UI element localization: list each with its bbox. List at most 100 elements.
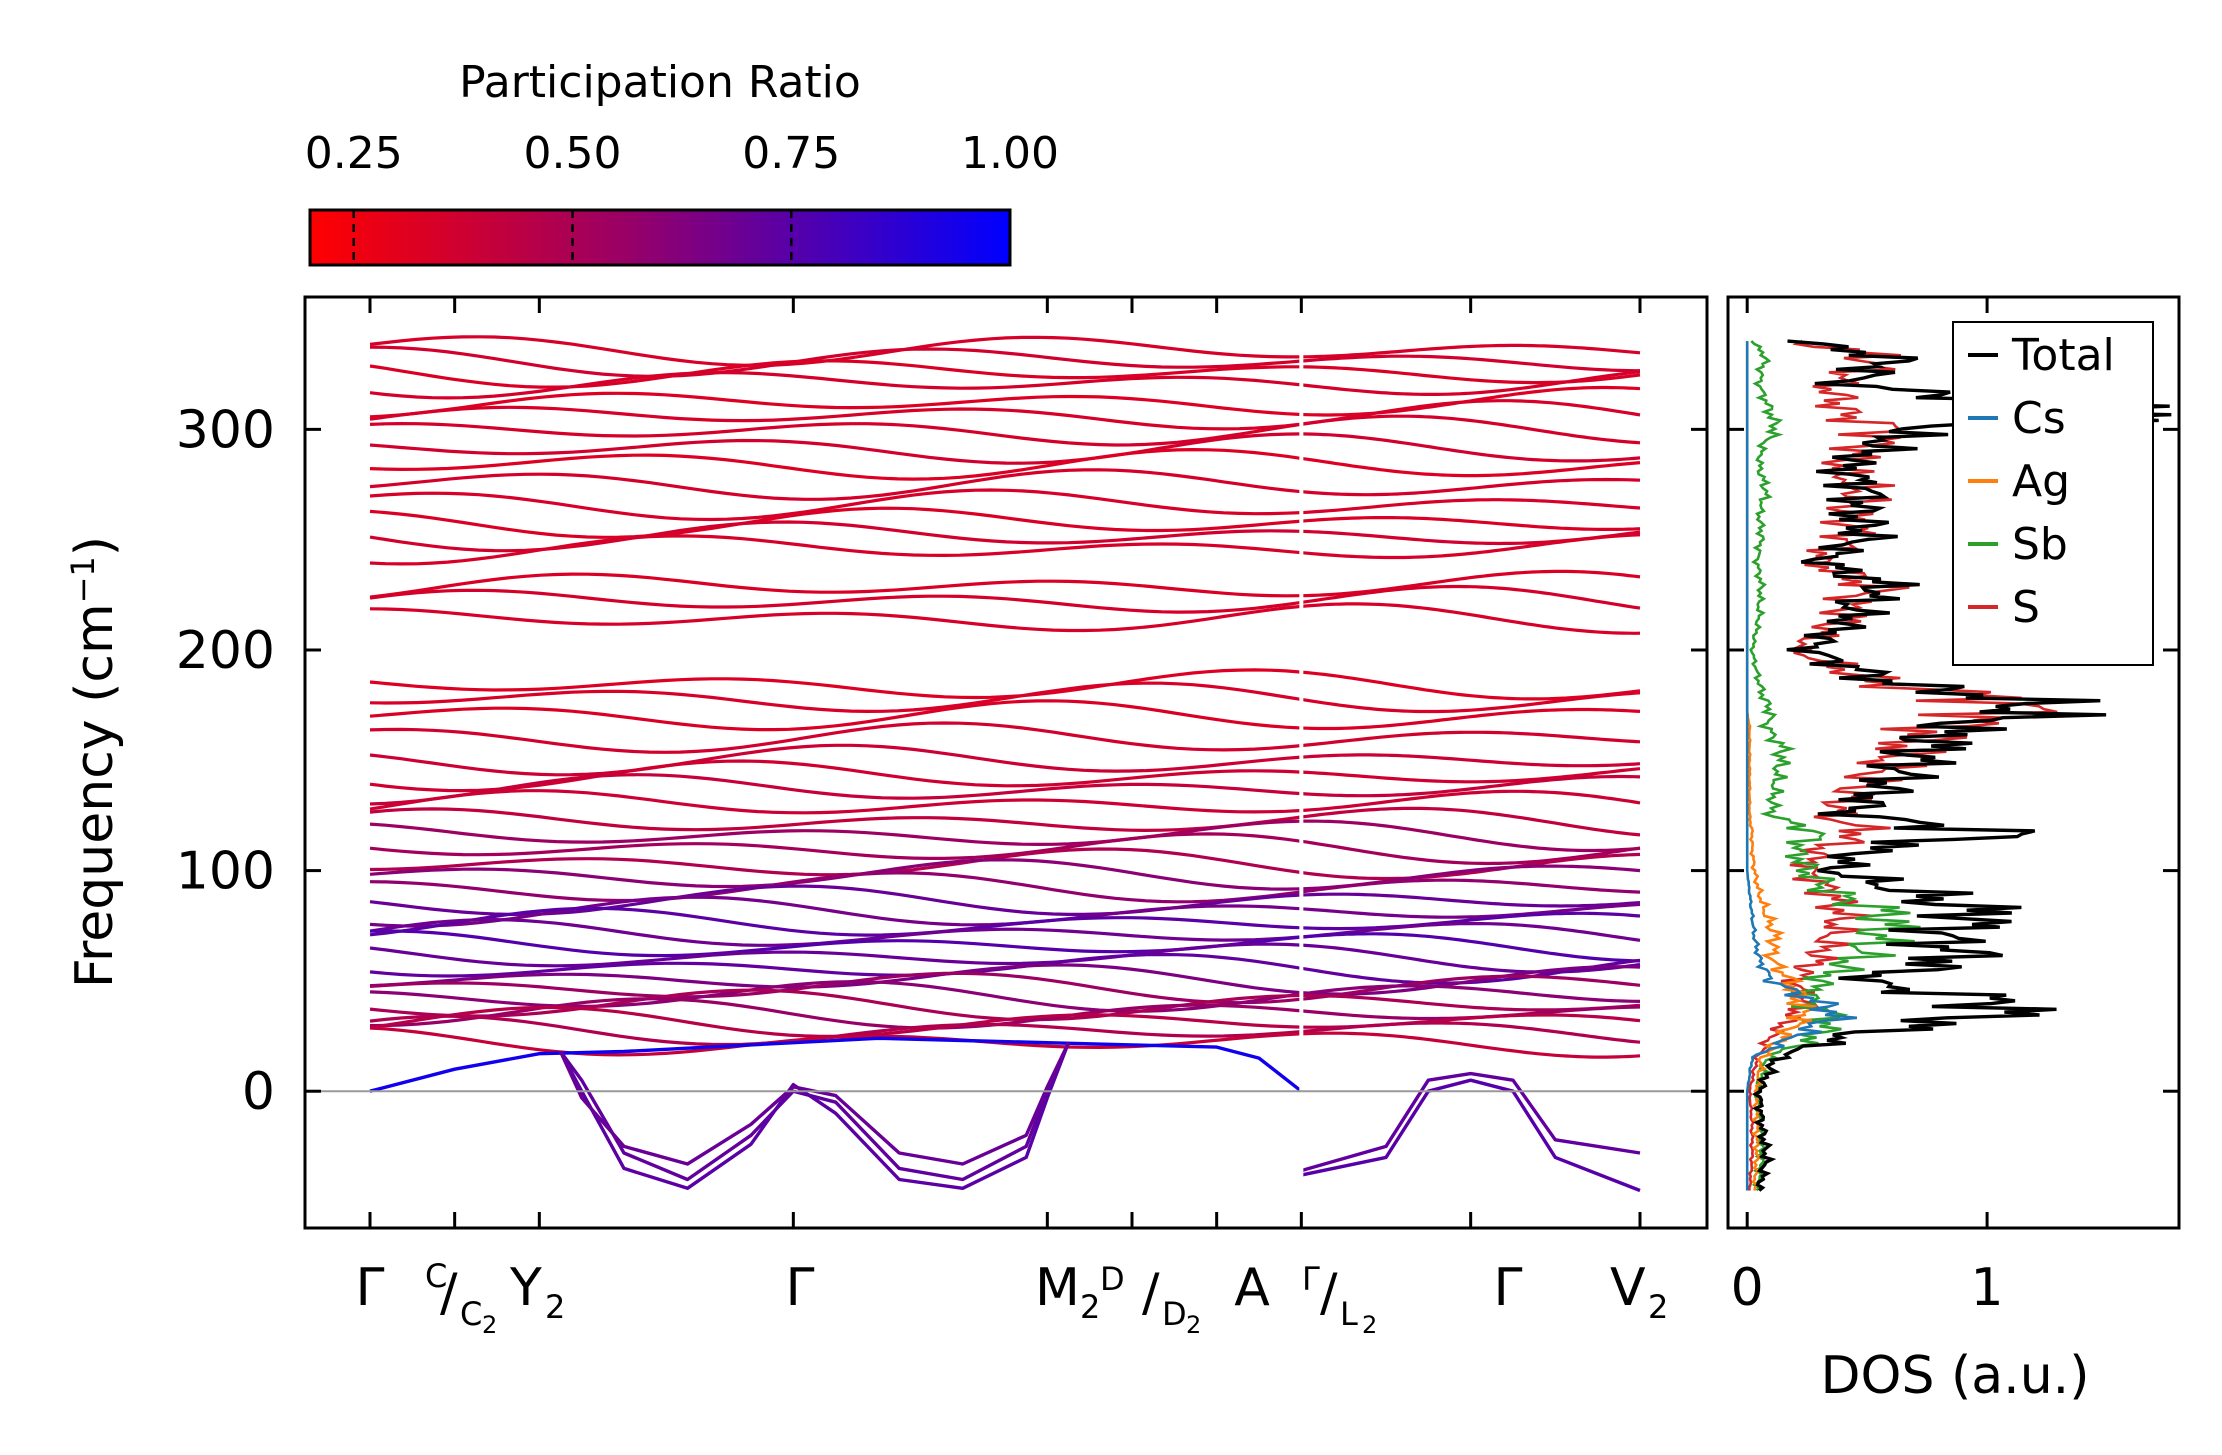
phonon-band (369, 971, 1302, 1005)
label-gamma-2: Γ (786, 1258, 815, 1318)
phonon-band (369, 668, 1302, 700)
phonon-band (1301, 789, 1641, 813)
y-title-main: Frequency (cm (65, 603, 125, 988)
phonon-band (1301, 974, 1641, 1001)
phonon-band (369, 929, 1302, 958)
phonon-band (369, 789, 1302, 815)
colorbar-tick-label: 0.25 (305, 128, 403, 179)
phonon-band (369, 604, 1302, 633)
dos-x-tick-label: 0 (1731, 1258, 1764, 1318)
phonon-band (369, 534, 1302, 566)
phonon-band (1301, 399, 1641, 426)
label-l2-base: L (1340, 1295, 1358, 1333)
phonon-band (1301, 456, 1641, 478)
phonon-band (369, 952, 1302, 978)
colorbar-ticks: 0.25 0.50 0.75 1.00 (305, 128, 1059, 265)
phonon-band (369, 447, 1302, 481)
y-tick-label: 100 (176, 842, 275, 902)
band-y-ticks: 0 100 200 300 (176, 400, 1707, 1122)
phonon-band (369, 520, 1302, 553)
colorbar-title: Participation Ratio (459, 57, 861, 108)
path-labels: Γ C / C 2 Y 2 Γ M 2 D / D 2 A Γ / L 2 Γ … (356, 1257, 1669, 1339)
phonon-band (369, 988, 1302, 1022)
label-v2-base: V (1610, 1258, 1646, 1318)
phonon-band (1301, 819, 1641, 853)
soft-mode-band (369, 1036, 1303, 1093)
phonon-band (1301, 533, 1641, 560)
soft-mode-band (559, 1042, 1071, 1190)
label-c-slash: / (440, 1263, 458, 1323)
dos-curve-s (1747, 339, 2058, 1191)
phonon-band (1301, 432, 1641, 463)
band-structure-panel: 0 100 200 300 Γ C / C 2 Y 2 Γ M 2 D / D 2 A… (64, 295, 1709, 1339)
phonon-band (1301, 370, 1641, 396)
label-y2-base: Y (509, 1258, 542, 1318)
phonon-band (1301, 806, 1641, 837)
phonon-band (1301, 892, 1641, 908)
legend-label: Total (2011, 330, 2115, 381)
phonon-band (369, 432, 1302, 465)
phonon-band (1301, 902, 1641, 919)
phonon-band (369, 699, 1302, 732)
phonon-band (1301, 602, 1641, 635)
colorbar-tick-label: 0.50 (524, 128, 622, 179)
phonon-band (1301, 691, 1641, 714)
phonon-band (1301, 943, 1641, 974)
soft-mode-band (1300, 1078, 1641, 1193)
label-v2-sub: 2 (1648, 1288, 1668, 1326)
label-gamma-3: Γ (1494, 1258, 1523, 1318)
colorbar-tick-label: 1.00 (961, 128, 1059, 179)
phonon-band (1301, 569, 1641, 598)
label-c2-base: C (460, 1295, 482, 1333)
label-d-slash: / (1142, 1263, 1160, 1323)
colorbar: Participation Ratio 0.25 0.50 0.75 1.00 (305, 57, 1059, 267)
label-c2-sub: 2 (482, 1311, 497, 1339)
dos-legend: Total Cs Ag Sb S (1952, 321, 2154, 666)
phonon-band (1301, 414, 1641, 445)
dos-lines (1745, 339, 2172, 1192)
soft-mode-band (1300, 1071, 1641, 1173)
phonon-band (369, 997, 1302, 1030)
phonon-band (369, 345, 1302, 378)
label-m2-sub: 2 (1080, 1288, 1100, 1326)
phonon-band (369, 906, 1302, 937)
label-y2-sub: 2 (545, 1288, 565, 1326)
y-title-close: ) (65, 536, 125, 556)
phonon-band (1301, 670, 1641, 701)
phonon-band (1301, 584, 1641, 610)
dos-curve-sb (1749, 340, 1921, 1192)
label-gamma-1: Γ (356, 1258, 385, 1318)
phonon-band (1301, 878, 1641, 894)
soft-mode-band (559, 1042, 1071, 1182)
phonon-band (369, 721, 1302, 754)
phonon-band (369, 572, 1302, 599)
dos-x-axis-title: DOS (a.u.) (1821, 1346, 2090, 1406)
phonon-band (369, 421, 1302, 447)
label-a: A (1234, 1258, 1270, 1318)
legend-items: Total Cs Ag Sb S (1968, 330, 2115, 633)
phonon-band (369, 468, 1302, 501)
band-y-axis-title: Frequency (cm−1) (64, 536, 125, 988)
phonon-band (1301, 932, 1641, 963)
phonon-band (369, 895, 1302, 928)
label-gamma-sup: Γ (1302, 1260, 1320, 1298)
soft-mode-band (558, 1041, 1071, 1166)
phonon-band (369, 405, 1302, 431)
phonon-band (369, 759, 1302, 793)
label-d2-base: D (1162, 1295, 1187, 1333)
phonon-band (1301, 354, 1640, 373)
dos-x-tick-label: 1 (1971, 1258, 2004, 1318)
phonon-band (1301, 516, 1641, 531)
band-lines (369, 297, 1641, 1228)
phonon-band (1301, 343, 1641, 359)
band-x-ticks (368, 297, 1642, 1228)
phonon-band (369, 847, 1302, 877)
label-d2-sub: 2 (1186, 1311, 1201, 1339)
phonon-band (1301, 774, 1641, 798)
band-frame (303, 295, 1709, 1230)
y-title-exp: −1 (64, 556, 102, 603)
dos-curve-cs (1745, 341, 1858, 1191)
label-m2-base: M (1035, 1258, 1080, 1318)
